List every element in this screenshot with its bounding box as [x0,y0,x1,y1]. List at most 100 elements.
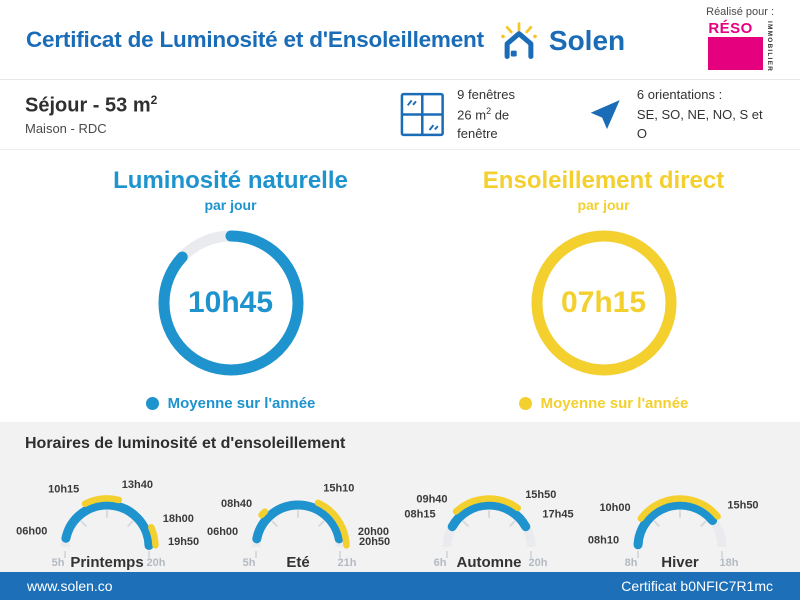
sun-arc [81,495,123,508]
season-label: Automne [457,554,522,571]
time-label: 08h15 [404,508,435,520]
footer-bar: www.solen.co Certificat b0NFIC7R1mc [0,572,800,600]
time-label: 10h15 [48,484,79,496]
scale-label-start: 6h [434,557,447,569]
inner-tick [653,520,660,527]
inner-tick [127,520,134,527]
sun-arc [637,495,721,522]
ring-arc [531,230,676,376]
scale-label-start: 5h [52,557,65,569]
window-icon [400,92,444,137]
client-block: Réalisé pour : RÉSO IMMOBILIER [706,0,774,72]
solen-logo-icon [501,21,537,59]
windows-count: 9 fenêtres [457,87,515,103]
solen-wordmark: Solen [548,24,626,56]
direct-sun-subtitle: par jour [577,197,630,213]
season-gauge-svg: 06h00 10h15 13h40 18h00 19h50 5h 20h Printemps [16,479,199,571]
scale-label-end: 20h [147,557,166,569]
reso-magenta-block [708,37,764,70]
natural-light-ring-svg [158,230,303,376]
inner-tick [462,520,469,527]
reso-wordmark: RÉSO [708,20,753,37]
realise-pour-label: Réalisé pour : [706,6,774,18]
time-label: 06h00 [207,526,238,538]
natural-light-column: Luminosité naturelle par jour 10h45 Moye… [44,150,417,422]
sun-arc [452,495,522,515]
time-label: 13h40 [122,479,153,491]
page-title: Certificat de Luminosité et d'Ensoleille… [26,26,484,52]
time-label: 09h40 [416,493,447,505]
scale-label-end: 21h [338,557,357,569]
direct-sun-legend: Moyenne sur l'année [518,395,689,412]
orientations-text: 6 orientations : SE, SO, NE, NO, S et O [637,85,775,144]
time-label: 18h00 [163,513,194,525]
season-gauges-row: 06h00 10h15 13h40 18h00 19h50 5h 20h Printemps … [12,455,788,573]
season-label: Printemps [70,554,143,571]
scale-label-end: 20h [529,557,548,569]
sun-arc [148,524,159,549]
time-label: 08h40 [221,498,252,510]
inner-tick [271,520,278,527]
natural-light-subtitle: par jour [204,197,257,213]
direct-sun-column: Ensoleillement direct par jour 07h15 Moy… [417,150,790,422]
solen-brand: Solen [498,21,625,61]
schedule-panel: Horaires de luminosité et d'ensoleilleme… [0,422,800,572]
light-arc [252,500,344,544]
property-info-strip: Séjour - 53 m2 Maison - RDC 9 fenêtres 2… [0,80,800,150]
sun-arc [314,499,350,549]
direct-sun-legend-label: Moyenne sur l'année [540,395,689,412]
yellow-legend-dot-icon [518,397,532,410]
inner-tick [509,520,516,527]
light-arc [61,500,154,550]
ring-arc [158,230,303,376]
natural-light-value: 10h45 [187,286,274,319]
direct-sun-title: Ensoleillement direct [482,167,725,194]
orientations-count: 6 orientations : [636,87,723,103]
season-gauge-automne: 08h15 09h40 15h50 17h45 6h 20h Automne [394,455,585,573]
windows-feature: 9 fenêtres 26 m2 de fenêtre [400,85,553,144]
season-gauge-printemps: 06h00 10h15 13h40 18h00 19h50 5h 20h Printemps [12,455,203,573]
website-link[interactable]: www.solen.co [27,578,113,594]
windows-area: 26 m2 de fenêtre [457,105,510,142]
room-title: Séjour - 53 m2 [25,93,158,117]
compass-arrow-icon [590,99,620,129]
season-label: Eté [286,554,309,571]
windows-text: 9 fenêtres 26 m2 de fenêtre [457,85,552,144]
season-gauge-svg: 08h15 09h40 15h50 17h45 6h 20h Automne [404,489,573,571]
inner-tick [80,520,87,527]
direct-sun-value: 07h15 [560,286,647,319]
light-arc [447,500,531,532]
season-gauge-svg: 08h10 10h00 15h50 8h 18h Hiver [588,495,759,571]
natural-light-legend: Moyenne sur l'année [145,395,315,412]
light-arc [633,500,718,550]
time-label: 20h50 [359,536,390,548]
daily-averages-section: Luminosité naturelle par jour 10h45 Moye… [0,150,800,422]
reso-immobilier-vertical-label: IMMOBILIER [765,21,773,72]
orientations-list: SE, SO, NE, NO, S et O [636,106,763,142]
header: Certificat de Luminosité et d'Ensoleille… [0,0,800,80]
inner-tick [318,520,325,527]
orientations-feature: 6 orientations : SE, SO, NE, NO, S et O [586,85,775,144]
time-label: 15h50 [525,489,556,501]
season-gauge-ete: 06h00 08h40 15h10 20h00 20h50 5h 21h Eté [203,455,394,573]
scale-label-start: 8h [625,557,638,569]
scale-label-end: 18h [720,557,739,569]
time-label: 10h00 [599,502,630,514]
time-label: 08h10 [588,535,619,547]
direct-sun-ring-svg [531,230,676,376]
direct-sun-ring-gauge: 07h15 [524,223,684,383]
time-label: 15h50 [727,500,758,512]
inner-tick [700,520,707,527]
certificate-id: Certificat b0NFIC7R1mc [621,578,773,594]
time-label: 15h10 [323,482,354,494]
time-label: 19h50 [168,536,199,548]
season-gauge-hiver: 08h10 10h00 15h50 8h 18h Hiver [585,455,776,573]
time-label: 06h00 [16,525,47,537]
natural-light-title: Luminosité naturelle [113,167,348,194]
schedule-panel-title: Horaires de luminosité et d'ensoleilleme… [25,435,346,452]
time-label: 17h45 [542,508,573,520]
season-label: Hiver [661,554,699,571]
sun-arc [258,508,269,519]
